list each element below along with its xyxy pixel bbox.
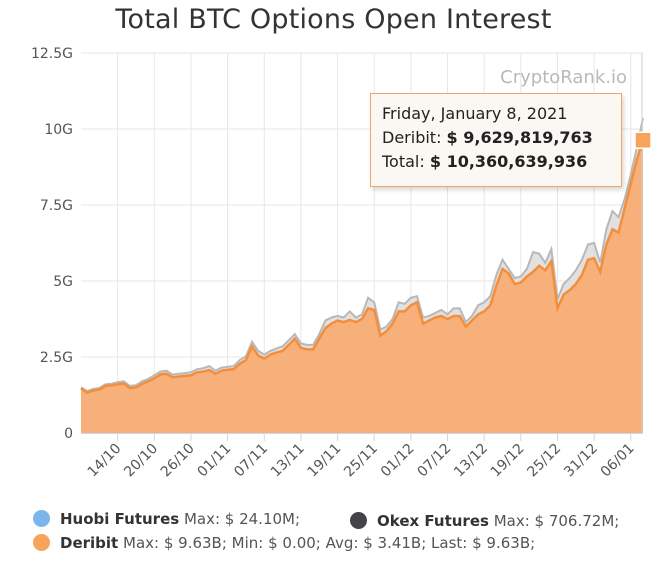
x-tick-label: 07/12 (414, 441, 454, 481)
tooltip-total-row: Total: $ 10,360,639,936 (382, 150, 621, 174)
tooltip-deribit-label: Deribit: (382, 128, 442, 147)
watermark-text: CryptoRank.io (500, 67, 627, 88)
x-tick-label: 26/10 (158, 441, 198, 481)
legend-stats-huobi: Max: $ 24.10M; (183, 510, 301, 528)
legend-symbol-okex-icon (350, 512, 367, 529)
tooltip-deribit-row: Deribit: $ 9,629,819,763 (382, 126, 621, 150)
x-tick-label: 31/12 (561, 441, 601, 481)
chart-tooltip: Friday, January 8, 2021 Deribit: $ 9,629… (370, 93, 622, 187)
x-tick-label: 01/12 (378, 441, 418, 481)
x-tick-label: 01/11 (195, 441, 235, 481)
legend-symbol-huobi-icon (33, 510, 50, 527)
y-tick-label: 0 (64, 426, 73, 442)
tooltip-total-label: Total: (382, 152, 425, 171)
x-tick-label: 25/12 (524, 441, 564, 481)
tooltip-total-value: $ 10,360,639,936 (429, 152, 588, 171)
legend-label-okex: Okex Futures (377, 512, 489, 530)
x-tick-label: 13/12 (451, 441, 491, 481)
legend-label-deribit: Deribit (60, 534, 119, 552)
deribit-series-line (80, 139, 645, 394)
total-series-line (80, 117, 644, 393)
legend-item-huobi-futures[interactable]: Huobi Futures Max: $ 24.10M; (33, 510, 300, 528)
deribit-area (81, 140, 643, 433)
tooltip-date: Friday, January 8, 2021 (382, 104, 568, 123)
chart-title: Total BTC Options Open Interest (115, 4, 552, 35)
legend-stats-okex: Max: $ 706.72M; (493, 512, 620, 530)
legend-stats-deribit: Max: $ 9.63B; Min: $ 0.00; Avg: $ 3.41B;… (123, 534, 536, 552)
x-tick-label: 19/11 (305, 441, 345, 481)
y-tick-label: 12.5G (31, 46, 73, 62)
y-tick-label: 10G (44, 122, 73, 138)
x-tick-label: 06/01 (598, 441, 638, 481)
x-tick-label: 19/12 (488, 441, 528, 481)
y-tick-label: 2.5G (40, 350, 73, 366)
legend-item-okex-futures[interactable]: Okex Futures Max: $ 706.72M; (350, 512, 619, 530)
deribit-last-point-marker (634, 131, 652, 149)
x-tick-label: 07/11 (231, 441, 271, 481)
legend-item-deribit[interactable]: Deribit Max: $ 9.63B; Min: $ 0.00; Avg: … (33, 534, 535, 552)
x-tick-label: 14/10 (85, 441, 125, 481)
y-tick-label: 5G (53, 274, 73, 290)
y-tick-label: 7.5G (40, 198, 73, 214)
x-tick-label: 20/10 (121, 441, 161, 481)
legend-symbol-deribit-icon (33, 534, 50, 551)
x-tick-label: 25/11 (341, 441, 381, 481)
legend-label-huobi: Huobi Futures (60, 510, 180, 528)
x-tick-label: 13/11 (268, 441, 308, 481)
tooltip-deribit-value: $ 9,629,819,763 (446, 128, 593, 147)
